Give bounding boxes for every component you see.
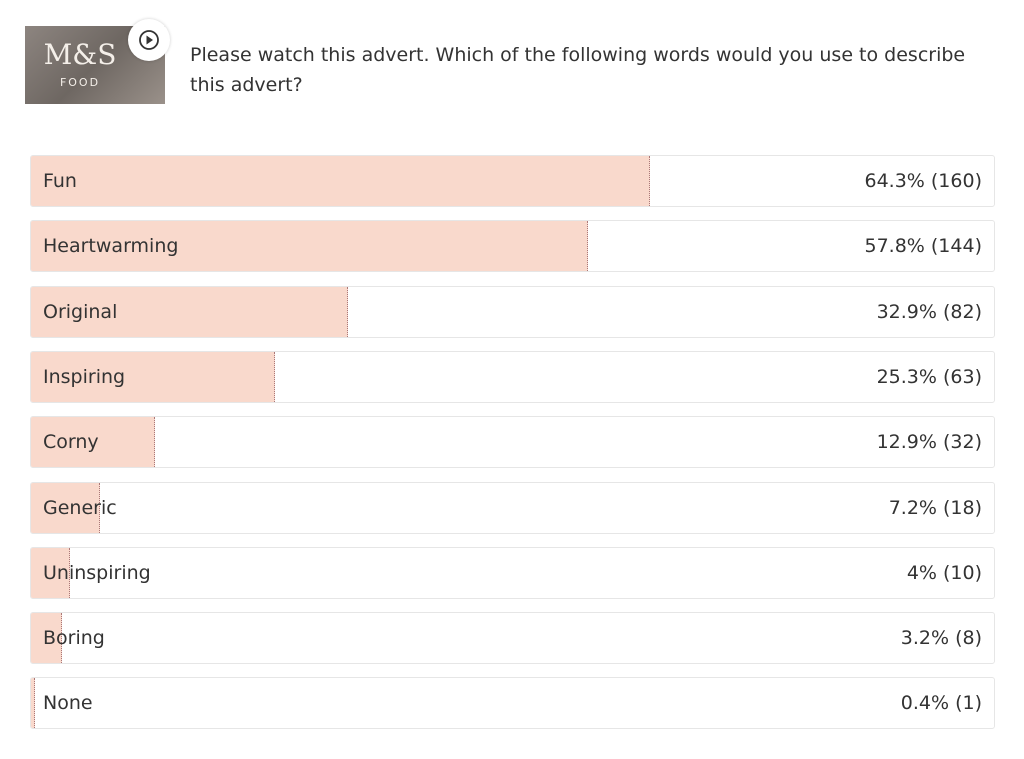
value-label: 3.2% (8) [900, 627, 982, 650]
brand-sub: FOOD [59, 76, 101, 89]
question: Please watch this advert. Which of the f… [190, 44, 966, 96]
value-label: 25.3% (63) [876, 365, 982, 388]
bar [31, 417, 156, 468]
answer-label: Fun [43, 170, 77, 192]
value-label: 12.9% (32) [876, 431, 982, 454]
bar [31, 286, 348, 337]
answer-label: Generic [43, 496, 117, 519]
answer-row: Original 32.9% (82) [30, 285, 995, 338]
bar [31, 547, 70, 598]
bar [31, 678, 35, 729]
play-icon [139, 30, 159, 50]
value-label: 57.8% (144) [864, 235, 983, 258]
answer-label: Heartwarming [43, 235, 179, 258]
answer-label: Inspiring [43, 365, 126, 388]
answer-row: Uninspiring 4% (10) [30, 546, 995, 599]
brand: M&S [43, 38, 117, 71]
answer-label: Original [43, 300, 118, 323]
answer-row: Boring 3.2% (8) [30, 612, 995, 665]
answer-label: None [43, 692, 93, 715]
value-label: 32.9% (82) [876, 300, 982, 323]
value-label: 4% (10) [906, 561, 982, 584]
play-button[interactable] [128, 19, 170, 61]
answer-label: Uninspiring [43, 561, 151, 584]
bar [31, 613, 62, 664]
answer-row: Corny 12.9% (32) [30, 416, 995, 469]
bar [31, 221, 588, 272]
bar [31, 156, 651, 206]
bar [31, 482, 101, 533]
bar [31, 351, 275, 402]
answer-label: Boring [43, 627, 105, 650]
value-label: 7.2% (18) [888, 496, 982, 519]
answer-row: None 0.4% (1) [30, 677, 995, 730]
answer-row: Fun 64.3% (160) [30, 155, 995, 207]
answer-row: Generic 7.2% (18) [30, 481, 995, 534]
answer-row: Heartwarming 57.8% (144) [30, 220, 995, 273]
value-label: 64.3% (160) [864, 170, 983, 192]
value-label: 0.4% (1) [900, 692, 982, 715]
answer-label: Corny [43, 431, 99, 454]
answer-row: Inspiring 25.3% (63) [30, 350, 995, 403]
